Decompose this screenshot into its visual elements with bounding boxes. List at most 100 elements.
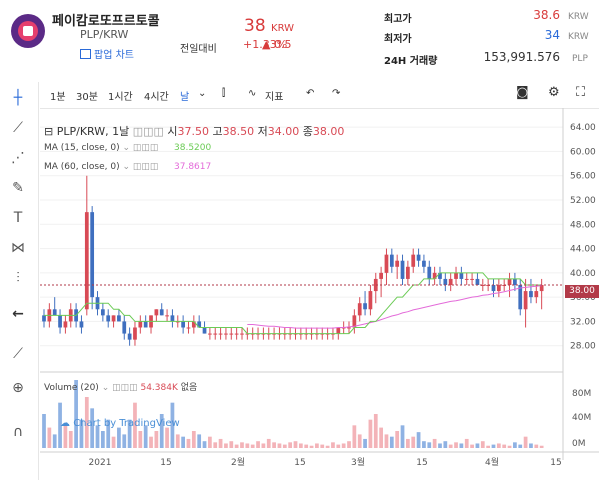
candle-body (138, 321, 143, 328)
tradingview-logo-icon: ☁ (60, 418, 70, 429)
volume-bar (475, 443, 480, 448)
x-tick-6: 4월 (485, 456, 499, 468)
volume-bar (288, 442, 293, 448)
volume-unit: PLP (572, 54, 588, 64)
interval-4h[interactable]: 4시간 (144, 92, 169, 103)
candle-body (464, 278, 469, 280)
volume-bar (486, 445, 491, 448)
volume-bar (191, 431, 196, 448)
tradingview-watermark[interactable]: ☁ Chart by TradingView (60, 418, 180, 429)
volume-bar (122, 434, 127, 448)
legend-close: 38.00 (312, 125, 345, 138)
camera-icon[interactable]: ◙ (516, 85, 529, 100)
fib-icon[interactable]: ⋰ (11, 150, 25, 166)
candle-body (52, 309, 57, 316)
brush-icon[interactable]: ✎ (12, 180, 24, 196)
volume-bar (181, 436, 186, 448)
candle-body (111, 315, 116, 322)
interval-day[interactable]: 날 (180, 92, 190, 103)
volume-bar (395, 431, 400, 448)
candle-body (42, 315, 46, 322)
candle-body (454, 272, 458, 279)
ma15-legend: MA (15, close, 0) ⌄ ◫◫◫ 38.5200 (44, 143, 212, 153)
legend-eye-icon[interactable]: ◫◫◫ (132, 125, 164, 138)
volume-bar (320, 444, 325, 448)
pattern-icon[interactable]: ⋈ (11, 240, 25, 256)
change-label: 전일대비 (180, 44, 217, 55)
magnet-icon[interactable]: ∩ (12, 424, 24, 440)
candle-body (368, 291, 373, 310)
volume-bar (534, 444, 539, 448)
volume-bar (331, 442, 335, 448)
crosshair-icon[interactable]: ┼ (13, 90, 23, 106)
x-tick-5: 15 (416, 458, 427, 468)
candle-body (507, 278, 512, 285)
y-tick-4: 48.00 (570, 220, 596, 230)
volume-bar (470, 444, 474, 448)
volume-bar (309, 445, 314, 448)
undo-icon[interactable]: ↶ (306, 88, 315, 99)
volume-bar (197, 434, 202, 448)
drawing-toolbar: ┼ ⟋ ⋰ ✎ T ⋈ ⫶ ← ⟋ ⊕ ∩ (0, 82, 39, 480)
volume-bar (261, 443, 266, 448)
text-icon[interactable]: T (13, 210, 23, 226)
back-arrow-icon[interactable]: ← (12, 306, 24, 322)
volume-bar (266, 438, 271, 448)
volume-bar (42, 414, 46, 448)
interval-30m[interactable]: 30분 (76, 92, 98, 103)
volume-bar (218, 438, 223, 448)
indicator-icon[interactable]: ∿ (248, 88, 257, 99)
chevron-down-icon[interactable]: ⌄ (198, 88, 207, 99)
volume-bar (47, 427, 52, 448)
candle-body (208, 333, 212, 335)
volume-bar (427, 442, 432, 448)
legend-open: 37.50 (177, 125, 210, 138)
popup-chart-button[interactable]: 팝업 차트 (80, 46, 134, 61)
measure-icon[interactable]: ⫶ (16, 270, 20, 286)
gear-icon[interactable]: ⚙ (548, 85, 560, 100)
candle-body (529, 291, 533, 298)
volume-bar (496, 443, 501, 448)
volume-bar (464, 438, 469, 448)
volume-bar (379, 427, 383, 448)
candle-body (159, 309, 164, 316)
fullscreen-icon[interactable]: ⛶ (576, 85, 586, 100)
candle-body (58, 315, 62, 328)
indicator-button[interactable]: 지표 (265, 92, 284, 103)
legend-collapse-icon[interactable]: ⊟ (44, 125, 54, 138)
trend-line-icon[interactable]: ⟋ (13, 120, 23, 136)
volume-bar (84, 397, 89, 448)
candle-body (170, 315, 175, 322)
ruler-icon[interactable]: ⟋ (13, 346, 23, 362)
candle-type-icon[interactable]: ⫿ (222, 88, 226, 99)
x-tick-3: 15 (294, 458, 305, 468)
zoom-in-icon[interactable]: ⊕ (12, 380, 24, 396)
volume-bar (58, 402, 62, 448)
candle-body (411, 254, 416, 267)
volume-bar (347, 441, 351, 448)
interval-1h[interactable]: 1시간 (108, 92, 133, 103)
volume-bar (186, 438, 191, 448)
candle-body (106, 315, 111, 322)
volume-bar (202, 441, 207, 448)
high-label: 최고가 (384, 14, 412, 25)
volume-bar (256, 441, 260, 448)
redo-icon[interactable]: ↷ (332, 88, 341, 99)
volume-bar (95, 425, 100, 448)
volume-bar (165, 427, 169, 448)
interval-1m[interactable]: 1분 (50, 92, 66, 103)
volume-bar (325, 445, 330, 448)
candle-body (357, 303, 362, 316)
y-tick-2: 56.00 (570, 172, 596, 182)
x-tick-1: 15 (160, 458, 171, 468)
volume-bar (513, 442, 517, 448)
volume-bar (352, 425, 357, 448)
candle-body (84, 212, 89, 310)
volume-bar (438, 443, 442, 448)
y-tick-9: 28.00 (570, 342, 596, 352)
candle-body (336, 327, 341, 334)
volume-bar (405, 438, 410, 448)
candle-body (384, 254, 389, 273)
candle-body (534, 291, 539, 298)
